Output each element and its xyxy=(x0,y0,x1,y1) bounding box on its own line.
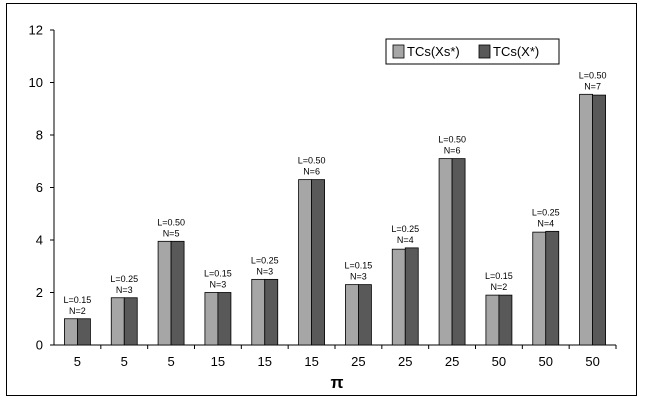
bar-annotation-l: L=0.15 xyxy=(64,295,92,305)
bar-annotation-l: L=0.15 xyxy=(204,269,232,279)
x-category-label: 50 xyxy=(539,354,553,369)
bars xyxy=(64,93,606,346)
bar-tcs-x-star xyxy=(77,318,91,346)
bar-tcs-xs-star xyxy=(251,278,266,346)
bar-tcs-xs-star xyxy=(391,248,406,346)
bar-tcs-x-star xyxy=(264,278,279,346)
y-tick-label: 2 xyxy=(36,285,43,300)
x-category-label: 25 xyxy=(445,354,459,369)
x-category-label: 5 xyxy=(167,354,174,369)
bar-tcs-x-star xyxy=(123,297,138,346)
x-category-label: 15 xyxy=(211,354,225,369)
bar-tcs-x-star xyxy=(170,240,185,346)
bar-annotation-l: L=0.50 xyxy=(157,217,185,227)
bar-tcs-xs-star xyxy=(485,294,500,346)
bar-annotation-n: N=6 xyxy=(303,167,320,177)
x-category-label: 25 xyxy=(398,354,412,369)
x-category-label: 50 xyxy=(585,354,599,369)
x-category-label: 15 xyxy=(304,354,318,369)
bar-annotation-l: L=0.15 xyxy=(485,271,513,281)
bar-tcs-x-star xyxy=(311,179,325,346)
y-tick-label: 4 xyxy=(36,233,43,248)
bar-tcs-x-star xyxy=(498,294,513,346)
bar-annotation-n: N=6 xyxy=(444,146,461,156)
bar-annotation-l: L=0.25 xyxy=(251,255,279,265)
bar-annotation-n: N=7 xyxy=(584,81,601,91)
bar-tcs-xs-star xyxy=(64,318,78,346)
bar-annotation-n: N=3 xyxy=(350,272,367,282)
bar-annotation-n: N=2 xyxy=(69,306,86,316)
bar-annotation-l: L=0.25 xyxy=(110,274,138,284)
bar-annotations: L=0.15N=2L=0.25N=3L=0.50N=5L=0.15N=3L=0.… xyxy=(64,70,607,315)
x-category-label: 15 xyxy=(258,354,272,369)
bar-tcs-xs-star xyxy=(157,240,172,346)
bar-tcs-x-star xyxy=(545,230,560,346)
bar-tcs-xs-star xyxy=(204,292,219,346)
bar-tcs-x-star xyxy=(217,292,232,346)
y-tick-label: 0 xyxy=(36,338,43,353)
bar-annotation-l: L=0.25 xyxy=(391,224,419,234)
bar-tcs-xs-star xyxy=(298,179,312,346)
bar-tcs-x-star xyxy=(358,284,372,346)
y-axis-ticks: 0 2 4 6 8 10 12 xyxy=(29,23,54,353)
x-axis-label: π xyxy=(330,373,343,392)
bar-annotation-l: L=0.15 xyxy=(345,261,373,271)
bar-annotation-n: N=2 xyxy=(491,282,508,292)
bar-annotation-n: N=4 xyxy=(397,235,414,245)
x-category-label: 25 xyxy=(351,354,365,369)
y-tick-label: 10 xyxy=(29,75,43,90)
y-tick-label: 12 xyxy=(29,23,43,38)
y-tick-label: 8 xyxy=(36,128,43,143)
legend-label: TCs(X*) xyxy=(493,44,539,59)
bar-annotation-l: L=0.50 xyxy=(298,156,326,166)
bar-tcs-xs-star xyxy=(438,158,453,346)
legend: TCs(Xs*) TCs(X*) xyxy=(385,38,560,65)
x-category-label: 50 xyxy=(492,354,506,369)
bar-annotation-n: N=3 xyxy=(210,280,227,290)
bar-tcs-x-star xyxy=(404,247,419,346)
bar-tcs-x-star xyxy=(592,94,606,346)
bar-tcs-xs-star xyxy=(345,284,359,346)
bar-annotation-n: N=4 xyxy=(537,218,554,228)
bar-tcs-x-star xyxy=(451,158,466,346)
bar-tcs-xs-star xyxy=(532,231,547,346)
axes xyxy=(53,30,616,346)
bar-tcs-xs-star xyxy=(110,297,125,346)
bar-tcs-xs-star xyxy=(579,93,593,346)
bar-annotation-l: L=0.25 xyxy=(532,207,560,217)
bar-annotation-l: L=0.50 xyxy=(438,135,466,145)
x-category-label: 5 xyxy=(74,354,81,369)
y-tick-label: 6 xyxy=(36,180,43,195)
bar-annotation-n: N=5 xyxy=(163,228,180,238)
bar-annotation-l: L=0.50 xyxy=(579,70,607,80)
legend-label: TCs(Xs*) xyxy=(407,44,460,59)
x-axis-categories: 5 5 5 15 15 15 25 25 25 50 50 50 xyxy=(74,345,617,369)
legend-swatch xyxy=(392,44,405,59)
bar-annotation-n: N=3 xyxy=(256,266,273,276)
legend-box xyxy=(385,38,560,65)
x-category-label: 5 xyxy=(121,354,128,369)
legend-swatch xyxy=(478,44,491,59)
bar-annotation-n: N=3 xyxy=(116,285,133,295)
